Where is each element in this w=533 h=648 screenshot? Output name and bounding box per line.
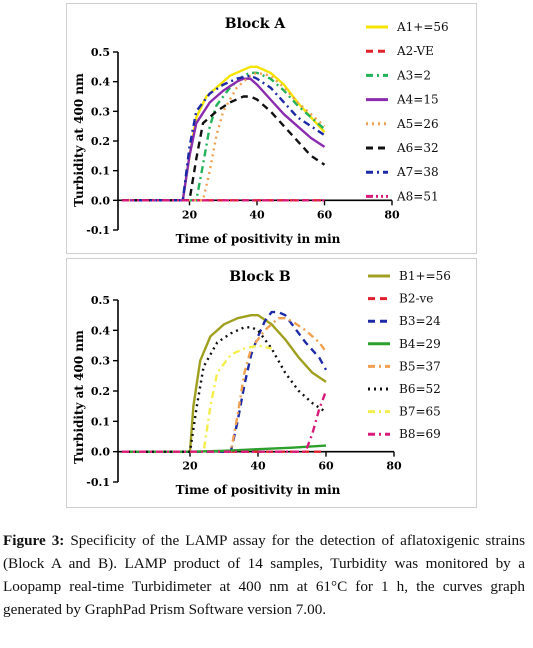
y-tick-label: 0.5 — [91, 294, 110, 307]
series-line-1 — [122, 314, 327, 453]
y-axis-label: Turbidity at 400 nm — [72, 73, 86, 207]
plot-area: -0.1 0.0 0.1 0.2 0.3 0.4 0.5 20 40 60 80 — [86, 294, 402, 489]
caption-text: Specificity of the LAMP assay for the de… — [3, 532, 525, 618]
y-tick-label: 0.0 — [91, 446, 110, 459]
legend-label: B8=69 — [399, 427, 441, 441]
x-axis-label: Time of positivity in min — [176, 232, 341, 246]
legend-label: A2-VE — [396, 44, 434, 58]
figure-charts: Block A Turbidity at 400 nm Time of posi… — [72, 16, 451, 497]
y-tick-label: -0.1 — [86, 224, 110, 237]
series-line-5 — [122, 71, 326, 202]
legend-label: A6=32 — [396, 141, 439, 155]
x-tick-label: 80 — [386, 460, 402, 473]
y-tick-label: 0.1 — [91, 165, 110, 178]
series-line-1 — [122, 65, 326, 202]
y-tick-label: 0.3 — [91, 105, 110, 118]
chart-block-a: Block A Turbidity at 400 nm Time of posi… — [72, 16, 449, 246]
block-a-frame — [66, 3, 477, 254]
series-line-6 — [122, 326, 327, 453]
y-tick-label: 0.2 — [91, 385, 110, 398]
y-tick-label: 0.0 — [91, 194, 110, 207]
y-tick-label: 0.5 — [91, 46, 110, 59]
legend-label: A8=51 — [396, 189, 439, 203]
legend-label: B5=37 — [399, 359, 441, 373]
x-tick-label: 60 — [317, 208, 333, 221]
y-tick-label: -0.1 — [86, 476, 110, 489]
series-line-8 — [122, 390, 328, 453]
chart-title: Block B — [229, 269, 291, 285]
series-line-3 — [122, 71, 326, 202]
chart-title: Block A — [225, 16, 287, 32]
y-axis-label: Turbidity at 400 nm — [72, 330, 86, 464]
x-tick-label: 80 — [384, 208, 400, 221]
series-line-7 — [122, 74, 326, 202]
x-tick-label: 40 — [249, 208, 265, 221]
legend-label: B3=24 — [399, 314, 441, 328]
legend-label: A5=26 — [396, 117, 439, 131]
chart-block-b: Block B Turbidity at 400 nm Time of posi… — [72, 269, 451, 497]
legend-label: B7=65 — [399, 405, 441, 419]
y-tick-label: 0.3 — [91, 355, 110, 368]
series-line-7 — [122, 344, 272, 453]
figure-caption: Figure 3: Specificity of the LAMP assay … — [3, 529, 525, 621]
block-b-frame — [66, 258, 477, 508]
legend-label: A4=15 — [396, 93, 439, 107]
series-line-3 — [122, 310, 328, 453]
legend-label: B4=29 — [399, 337, 441, 351]
x-axis-label: Time of positivity in min — [176, 483, 341, 497]
x-tick-label: 40 — [250, 460, 266, 473]
legend-label: B6=52 — [399, 382, 441, 396]
x-tick-label: 20 — [182, 208, 198, 221]
legend-label: B2-ve — [399, 292, 433, 306]
legend: A1+=56 A2-VE A3=2 A4=15 A5=26 A6=32 A7=38 A8=51 — [366, 20, 449, 203]
legend: B1+=56 B2-ve B3=24 B4=29 B5=37 B6=52 B7=65 B8=6… — [368, 269, 451, 441]
x-tick-label: 20 — [182, 460, 198, 473]
series-line-4 — [122, 77, 326, 202]
legend-label: A7=38 — [396, 165, 439, 179]
series-line-5 — [122, 317, 327, 453]
x-tick-label: 60 — [318, 460, 334, 473]
y-tick-label: 0.4 — [91, 76, 110, 89]
legend-label: A1+=56 — [396, 20, 449, 34]
plot-area: -0.1 0.0 0.1 0.2 0.3 0.4 0.5 20 40 60 80 — [86, 46, 400, 237]
series-line-6 — [122, 95, 326, 202]
y-tick-label: 0.4 — [91, 324, 110, 337]
legend-label: B1+=56 — [399, 269, 451, 283]
legend-label: A3=2 — [396, 68, 431, 82]
y-tick-label: 0.2 — [91, 135, 110, 148]
y-tick-label: 0.1 — [91, 415, 110, 428]
caption-label: Figure 3: — [3, 532, 65, 549]
